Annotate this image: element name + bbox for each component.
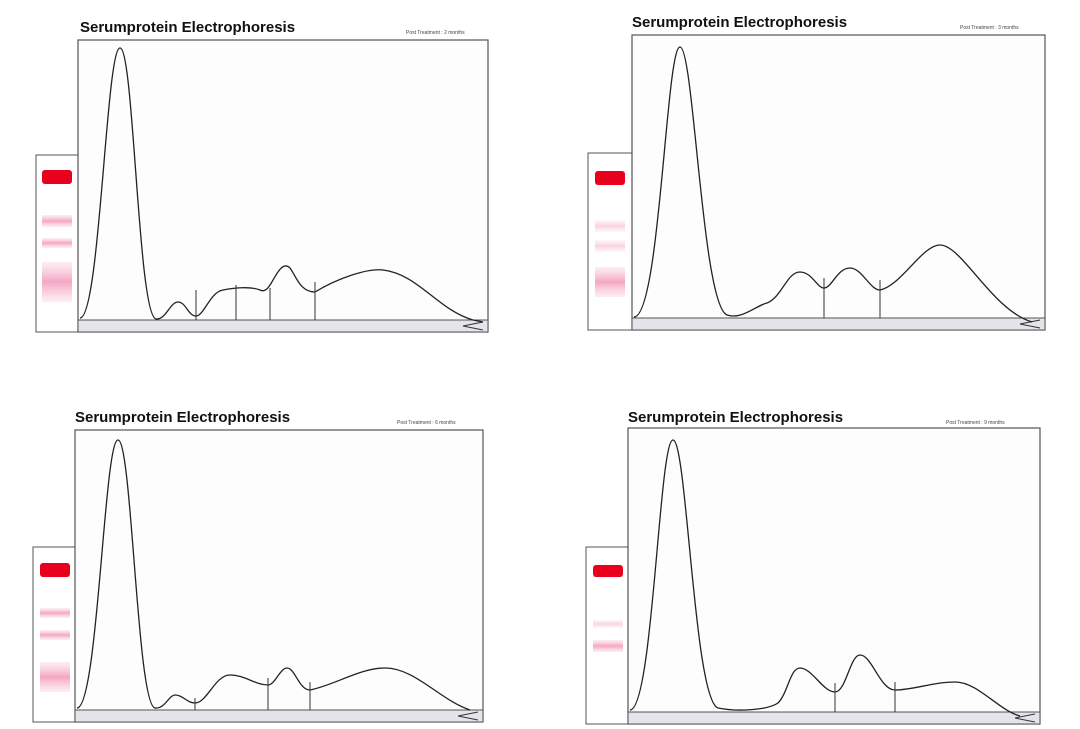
plot-box: [78, 40, 488, 332]
gel-band: [593, 565, 623, 577]
gel-band: [40, 608, 70, 618]
gel-band: [40, 630, 70, 640]
panel: Serumprotein Electrophoresis Post Treatm…: [588, 14, 1045, 330]
panel-title: Serumprotein Electrophoresis: [628, 409, 843, 426]
panel-subtitle: Post Treatment : 3 months: [960, 25, 1019, 31]
panel: Serumprotein Electrophoresis Post Treatm…: [36, 19, 488, 332]
panel-title: Serumprotein Electrophoresis: [80, 19, 295, 36]
panel: Serumprotein Electrophoresis Post Treatm…: [586, 409, 1040, 724]
plot-box: [632, 35, 1045, 330]
baseline-bar: [78, 320, 488, 332]
gel-band: [595, 171, 625, 185]
panel: Serumprotein Electrophoresis Post Treatm…: [33, 409, 483, 722]
gel-band: [42, 215, 72, 227]
plot-box: [628, 428, 1040, 724]
gel-band: [42, 262, 72, 302]
panel-subtitle: Post Treatment : 6 months: [397, 420, 456, 426]
plot-box: [75, 430, 483, 722]
gel-band: [595, 240, 625, 252]
panel-subtitle: Post Treatment : 2 months: [406, 30, 465, 36]
gel-band: [593, 620, 623, 628]
baseline-bar: [632, 318, 1045, 330]
gel-band: [42, 238, 72, 248]
gel-band: [40, 563, 70, 577]
gel-band: [593, 640, 623, 652]
gel-band: [42, 170, 72, 184]
panel-title: Serumprotein Electrophoresis: [632, 14, 847, 31]
panel-subtitle: Post Treatment : 9 months: [946, 420, 1005, 426]
gel-band: [595, 267, 625, 297]
panel-title: Serumprotein Electrophoresis: [75, 409, 290, 426]
baseline-bar: [628, 712, 1040, 724]
baseline-bar: [75, 710, 483, 722]
figure: Serumprotein Electrophoresis Post Treatm…: [0, 0, 1080, 729]
gel-band: [40, 662, 70, 692]
gel-band: [595, 220, 625, 232]
